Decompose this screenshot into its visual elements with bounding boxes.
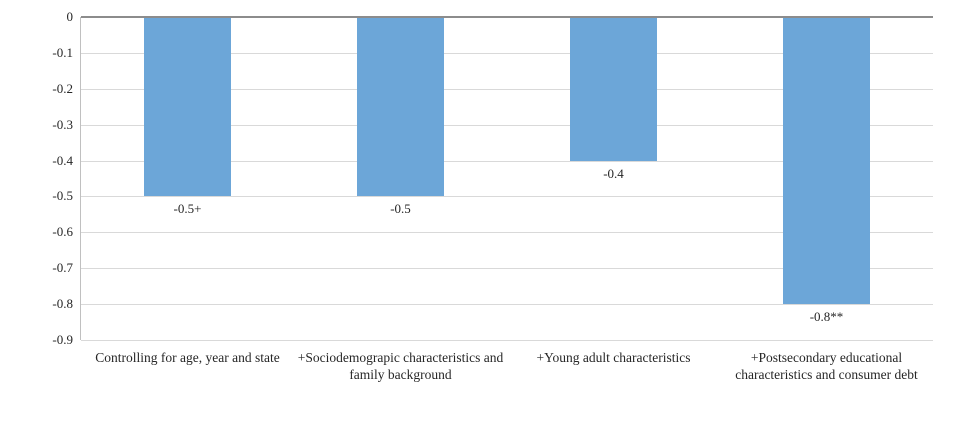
bar-value-label: -0.5 xyxy=(390,201,411,217)
y-tick-label: -0.9 xyxy=(52,332,73,347)
bar-value-label: -0.4 xyxy=(603,165,624,181)
gridline xyxy=(81,196,933,198)
gridline xyxy=(81,340,933,341)
gridline xyxy=(81,160,933,162)
category-label: +Sociodemograpic characteristics and fam… xyxy=(297,350,504,382)
y-tick-label: -0.5 xyxy=(52,188,73,204)
category-label: +Young adult characteristics xyxy=(536,350,691,365)
y-tick-label: -0.4 xyxy=(52,152,73,168)
category-label: Controlling for age, year and state xyxy=(95,350,280,365)
y-tick-label: 0 xyxy=(66,9,74,24)
y-axis-line xyxy=(80,17,81,340)
y-tick-label: -0.6 xyxy=(52,224,73,240)
y-tick-label: -0.8 xyxy=(52,296,73,312)
bar-value-label: -0.5+ xyxy=(173,201,202,217)
bar xyxy=(357,17,444,197)
y-tick-label: -0.3 xyxy=(52,116,73,132)
bar-value-label: -0.8** xyxy=(809,309,844,325)
y-tick-label: -0.7 xyxy=(52,260,73,276)
y-tick-label: -0.1 xyxy=(52,44,73,60)
category-label: +Postsecondary educational characteristi… xyxy=(735,350,918,382)
gridline xyxy=(81,124,933,126)
gridline xyxy=(81,304,933,306)
gridline xyxy=(81,268,933,270)
y-tick-label: -0.2 xyxy=(52,80,73,96)
bar xyxy=(570,17,657,161)
bar xyxy=(783,17,870,305)
gridline xyxy=(81,52,933,54)
gridline xyxy=(81,88,933,90)
plot-area: -0.5+ -0.5 -0.4 -0.8** xyxy=(80,16,933,341)
bar xyxy=(144,17,231,197)
gridline xyxy=(81,232,933,234)
zero-baseline xyxy=(81,16,933,18)
